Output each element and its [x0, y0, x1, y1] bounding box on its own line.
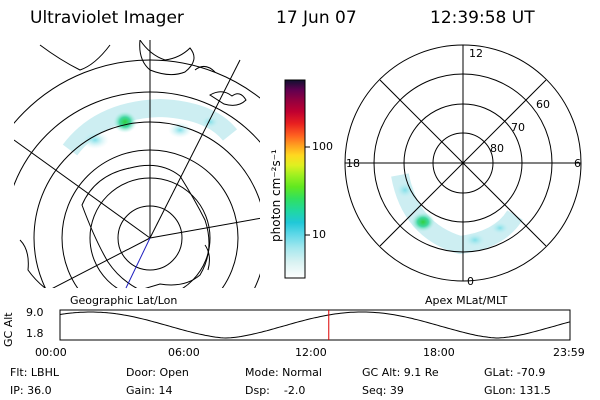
info-glon: GLon: 131.5: [484, 384, 551, 397]
time-tick-1: 06:00: [168, 346, 200, 359]
ground-track: [125, 237, 151, 289]
mlt-label-12: 12: [469, 47, 483, 60]
right-map-caption: Apex MLat/MLT: [425, 294, 508, 307]
altitude-tick-high: 9.0: [26, 306, 44, 319]
date-label: 17 Jun 07: [276, 8, 357, 28]
aurora-spot-right: [411, 212, 435, 232]
info-ip: IP: 36.0: [10, 384, 52, 397]
time-tick-3: 18:00: [423, 346, 455, 359]
aurora-spot-left: [113, 111, 137, 133]
info-glat: GLat: -70.9: [484, 366, 546, 379]
altitude-tick-low: 1.8: [26, 327, 44, 340]
info-filter: Flt: LBHL: [10, 366, 59, 379]
mlt-label-0: 0: [467, 275, 474, 288]
mlat-label-70: 70: [511, 121, 525, 134]
altitude-curve: [59, 311, 571, 339]
mlt-label-6: 6: [574, 157, 581, 170]
left-map-caption: Geographic Lat/Lon: [70, 294, 178, 307]
instrument-title: Ultraviolet Imager: [30, 8, 184, 28]
colorbar-tick-100: 100: [312, 140, 333, 153]
mlat-label-80: 80: [490, 142, 504, 155]
time-label: 12:39:58 UT: [430, 8, 535, 28]
info-mode: Mode: Normal: [245, 366, 322, 379]
mlat-label-60: 60: [536, 98, 550, 111]
time-tick-4: 23:59: [553, 346, 585, 359]
info-door: Door: Open: [126, 366, 189, 379]
mlt-label-18: 18: [346, 157, 360, 170]
info-dsp: Dsp: -2.0: [245, 384, 306, 397]
info-seq: Seq: 39: [362, 384, 404, 397]
colorbar-tick-10: 10: [312, 228, 326, 241]
info-gain: Gain: 14: [126, 384, 173, 397]
time-tick-2: 12:00: [295, 346, 327, 359]
info-gc-alt: GC Alt: 9.1 Re: [362, 366, 439, 379]
time-tick-0: 00:00: [35, 346, 67, 359]
